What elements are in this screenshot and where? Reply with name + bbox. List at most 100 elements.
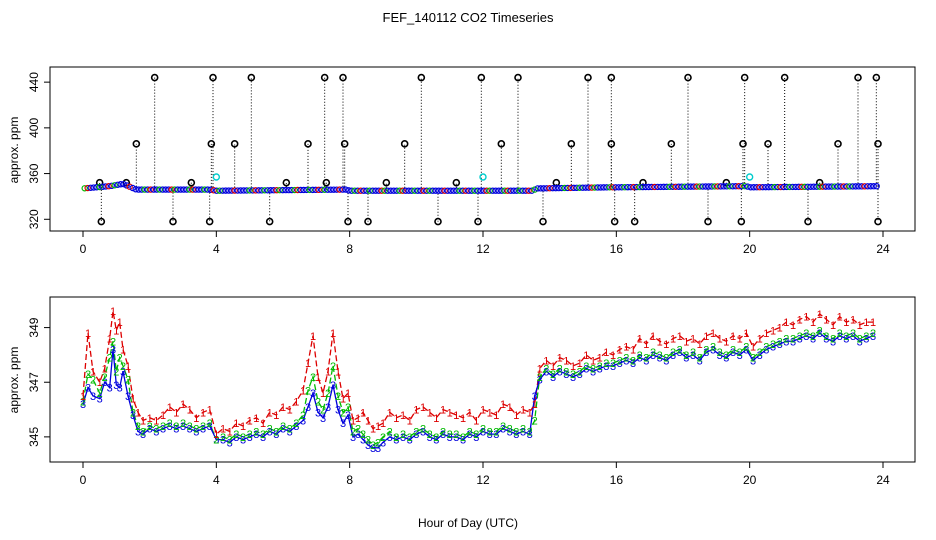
- series-1-point: 1: [532, 399, 538, 411]
- series-3-point: 3: [817, 328, 823, 340]
- baseline-point: [552, 184, 559, 192]
- series-1-point: 1: [167, 402, 173, 414]
- series-3-point: 3: [305, 402, 311, 414]
- baseline-point: [402, 187, 409, 194]
- series-2-point: 2: [260, 429, 266, 441]
- series-2-point: 2: [473, 429, 479, 441]
- series-2-point: 2: [630, 355, 636, 367]
- series-1-point: 1: [683, 336, 689, 348]
- baseline-point: [564, 184, 571, 192]
- baseline-point: [768, 183, 775, 191]
- series-3-point: 3: [173, 424, 179, 436]
- baseline-point: [624, 183, 631, 191]
- series-2-point: 2: [797, 331, 803, 343]
- series-1-point: 1: [743, 328, 749, 340]
- series-1-point: 1: [140, 415, 146, 427]
- baseline-point: [495, 187, 502, 194]
- baseline-point: [471, 187, 478, 194]
- baseline-point: [486, 187, 493, 194]
- baseline-point: [480, 187, 487, 194]
- series-3-point: 3: [345, 410, 351, 422]
- baseline-point: [492, 187, 499, 194]
- series-3-point: 3: [117, 383, 123, 395]
- series-3-point: 3: [610, 361, 616, 373]
- baseline-point: [597, 184, 604, 191]
- baseline-point: [177, 186, 184, 193]
- baseline-point: [222, 187, 229, 194]
- spike-point-mid: [874, 140, 882, 148]
- series-1-point: 1: [113, 325, 119, 337]
- spike-point-small: [452, 178, 461, 187]
- series-3-point: 3: [857, 336, 863, 348]
- series-1-point: 1: [817, 309, 823, 321]
- series-2-point: 2: [413, 426, 419, 438]
- baseline-point: [414, 187, 421, 194]
- series-1-point: 1: [513, 410, 519, 422]
- spike-point-high: [417, 73, 426, 82]
- series-3-point: 3: [783, 336, 789, 348]
- series-2-point: 2: [690, 347, 696, 359]
- baseline-point: [336, 186, 343, 193]
- baseline-point: [567, 184, 574, 192]
- series-3-point: 3: [325, 402, 331, 414]
- series-3-point: 3: [630, 358, 636, 370]
- baseline-point: [441, 187, 448, 194]
- series-3-point: 3: [140, 429, 146, 441]
- series-2-point: 2: [310, 372, 316, 384]
- series-2-point: 2: [532, 415, 538, 427]
- baseline-point: [687, 183, 694, 190]
- series-1-point: 1: [703, 331, 709, 343]
- baseline-point: [207, 186, 214, 193]
- series-1-point: 1: [550, 361, 556, 373]
- x-tick-label: 24: [876, 242, 890, 256]
- series-1-point: 1: [810, 317, 816, 329]
- baseline-point: [522, 187, 529, 194]
- series-3-point: 3: [603, 361, 609, 373]
- baseline-point: [429, 187, 436, 194]
- series-2-point: 2: [293, 418, 299, 430]
- series-3-point: 3: [543, 366, 549, 378]
- series-1-point: 1: [537, 364, 543, 376]
- baseline-point: [528, 187, 535, 194]
- baseline-point: [828, 183, 835, 190]
- series-3-point: 3: [520, 426, 526, 438]
- aux-point: [745, 173, 754, 181]
- series-3-point: 3: [80, 399, 86, 411]
- baseline-point: [363, 187, 370, 194]
- series-2-point: 2: [850, 328, 856, 340]
- baseline-point: [714, 183, 721, 190]
- series-1-point: 1: [837, 312, 843, 324]
- baseline-point: [657, 183, 664, 191]
- baseline-point: [84, 184, 91, 192]
- series-1-point: 1: [520, 405, 526, 417]
- baseline-point: [240, 187, 247, 194]
- series-3-point: 3: [487, 429, 493, 441]
- baseline-point: [477, 187, 484, 194]
- series-2-point: 2: [85, 369, 91, 381]
- series-2-point: 2: [97, 388, 103, 400]
- baseline-point: [378, 187, 385, 194]
- series-1-point: 1: [97, 377, 103, 389]
- chart-title: FEF_140112 CO2 Timeseries: [383, 10, 554, 25]
- series-2-point: 2: [810, 331, 816, 343]
- series-2-point: 2: [247, 429, 253, 441]
- series-3-point: 3: [723, 353, 729, 365]
- series-3-point: 3: [167, 421, 173, 433]
- series-2-point: 2: [102, 372, 108, 384]
- series-2-point: 2: [287, 424, 293, 436]
- series-2-point: 2: [610, 358, 616, 370]
- baseline-point: [582, 184, 589, 191]
- series-2-point: 2: [393, 432, 399, 444]
- baseline-point: [729, 183, 736, 190]
- series-1-point: 1: [120, 344, 126, 356]
- series-1-point: 1: [207, 405, 213, 417]
- series-2-line: [82, 329, 874, 446]
- spike-point-small: [282, 178, 291, 187]
- series-3-point: 3: [273, 429, 279, 441]
- series-3-point: 3: [850, 331, 856, 343]
- series-2-point: 2: [790, 334, 796, 346]
- series-3-point: 3: [550, 372, 556, 384]
- baseline-point: [585, 184, 592, 191]
- baseline-point: [867, 183, 874, 190]
- series-1-point: 1: [467, 407, 473, 419]
